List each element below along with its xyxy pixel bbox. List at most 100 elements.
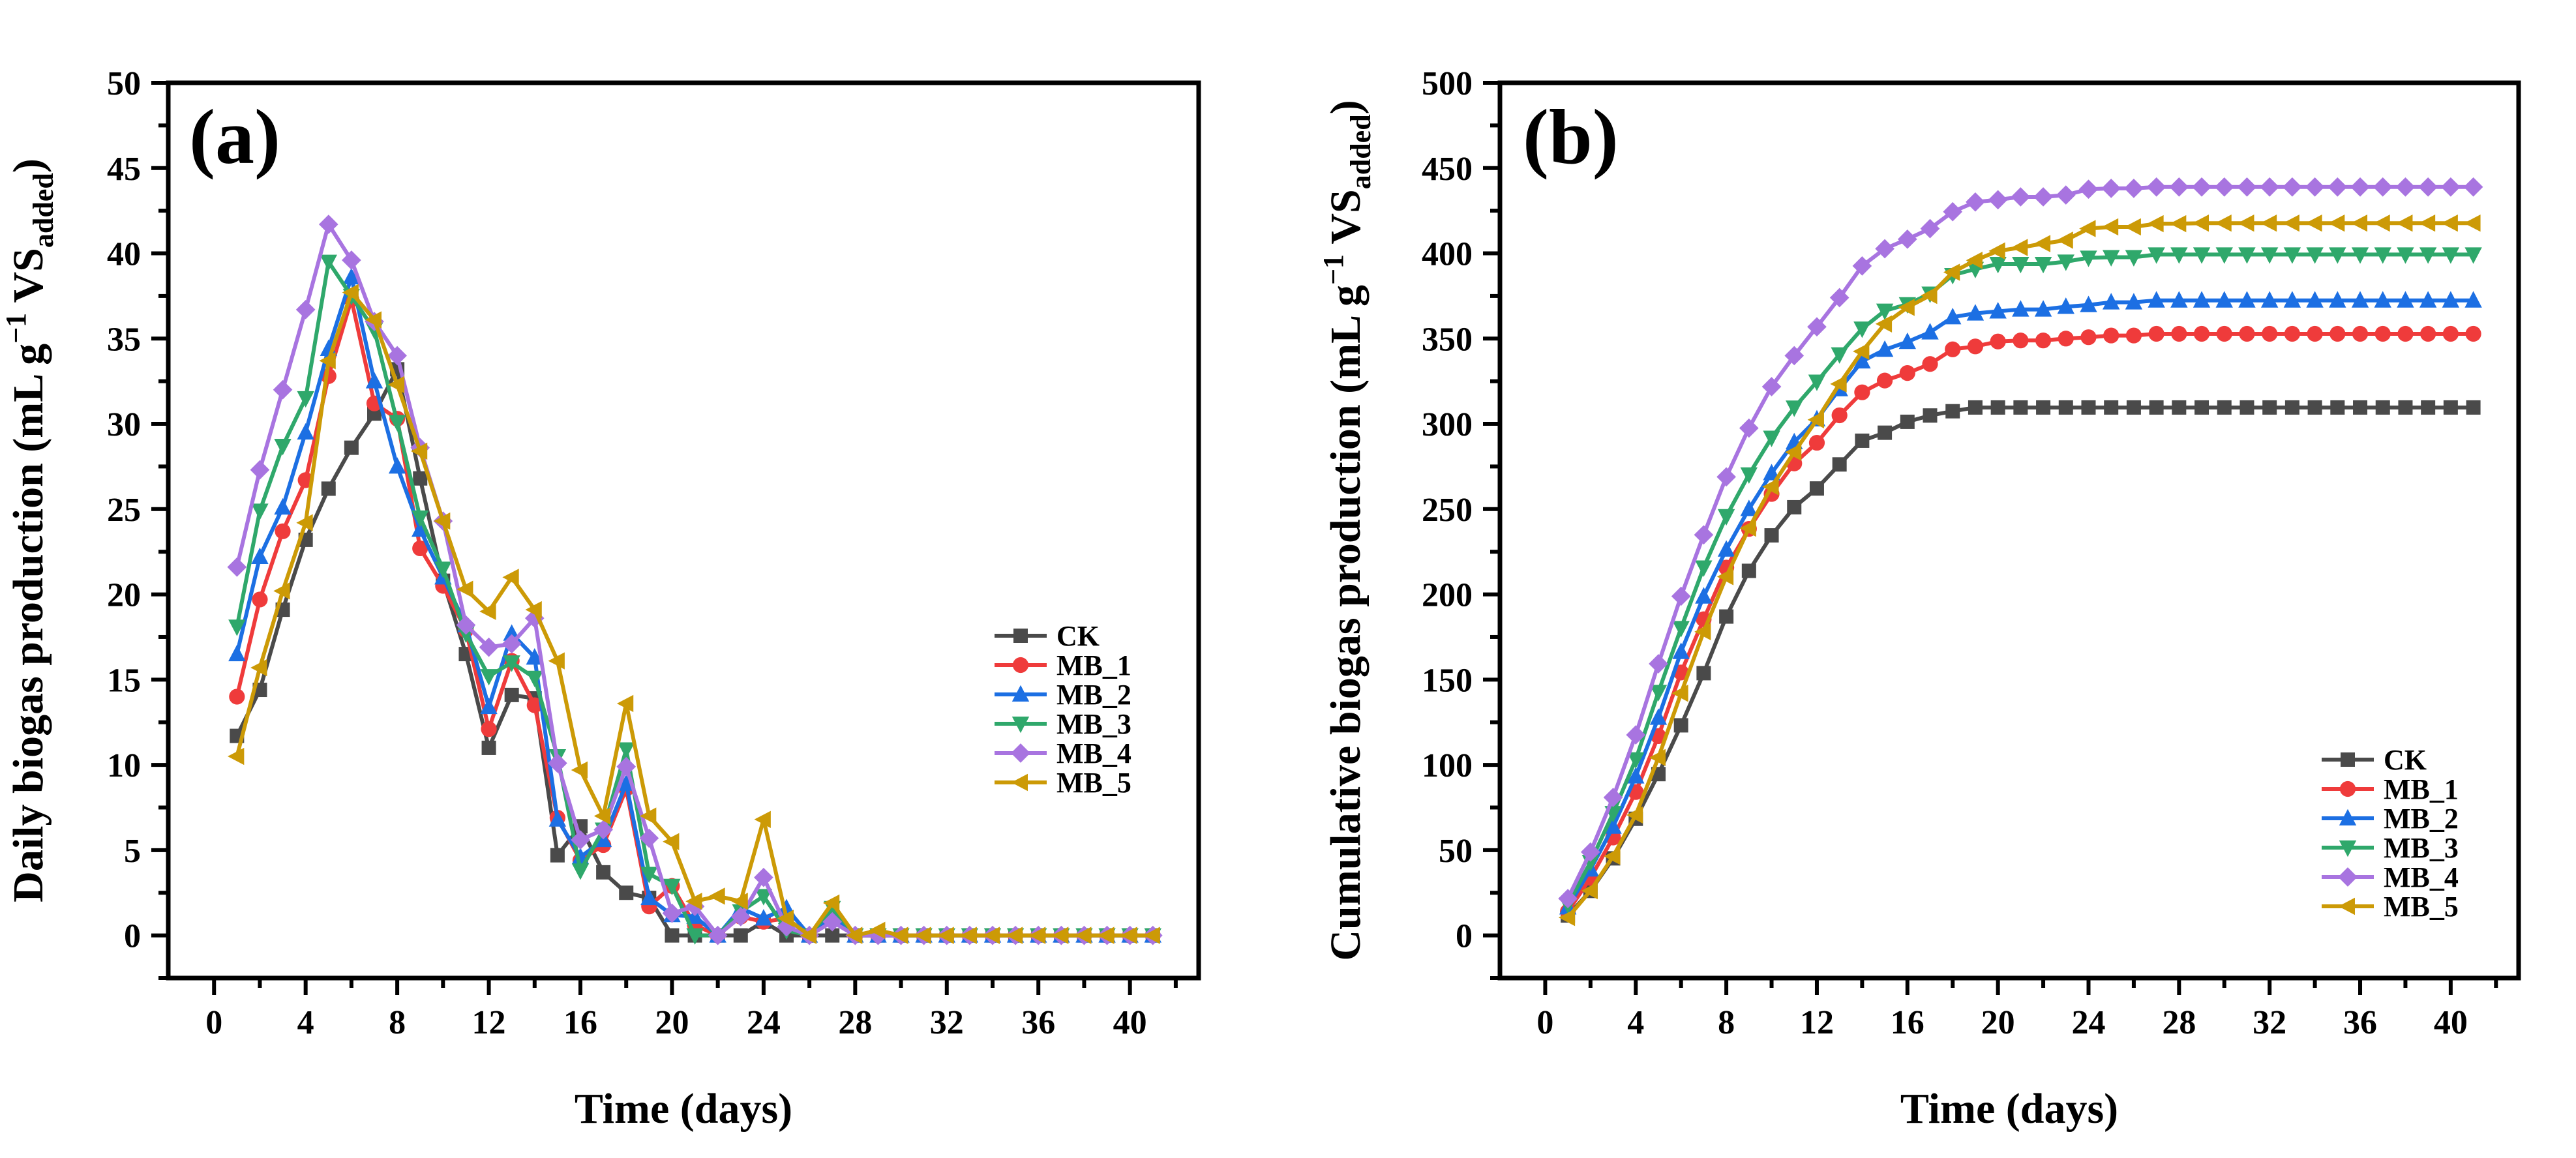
plot-frame	[166, 80, 1201, 981]
data-point	[616, 694, 634, 713]
data-point	[2464, 291, 2482, 308]
data-point	[2239, 400, 2254, 415]
y-label-part-mid: VS	[1322, 189, 1370, 254]
data-point	[388, 457, 406, 474]
legend-marker	[2339, 840, 2357, 857]
data-point	[1966, 252, 1983, 269]
data-point	[1649, 685, 1668, 702]
data-point	[662, 903, 682, 923]
data-point	[1695, 560, 1713, 577]
data-point	[2193, 291, 2211, 308]
data-point	[730, 907, 751, 927]
data-point	[1673, 718, 1688, 733]
data-point	[2443, 400, 2458, 415]
data-point	[1808, 374, 1826, 391]
data-point	[983, 927, 1000, 944]
data-point	[2283, 291, 2301, 308]
data-point	[1989, 302, 2007, 319]
data-point	[2080, 329, 2097, 346]
data-point	[2419, 247, 2437, 264]
data-point	[251, 503, 269, 520]
x-tick-label: 24	[747, 1004, 781, 1041]
data-point	[663, 833, 680, 850]
data-point	[1897, 229, 1917, 249]
data-point	[320, 254, 337, 271]
y-tick-label: 5	[124, 833, 141, 870]
data-point	[1763, 430, 1780, 447]
data-point	[755, 909, 773, 926]
x-tick-label: 28	[838, 1004, 872, 1041]
x-tick-label: 0	[1536, 1004, 1553, 1041]
data-point	[1761, 377, 1782, 396]
series-mb-1	[1560, 325, 2481, 920]
data-point	[1966, 304, 1984, 321]
data-point	[1899, 365, 1915, 381]
data-point	[1807, 411, 1824, 428]
data-point	[2125, 250, 2143, 267]
data-point	[825, 928, 840, 943]
data-point	[1580, 842, 1600, 862]
legend-item: MB_5	[995, 767, 1131, 799]
x-tick-label: 28	[2162, 1004, 2196, 1041]
data-point	[412, 520, 429, 537]
data-point	[2418, 215, 2436, 232]
legend-marker	[2338, 897, 2355, 915]
data-point	[2351, 291, 2369, 308]
data-point	[524, 608, 545, 629]
legend-marker	[2341, 752, 2355, 767]
data-point	[387, 346, 407, 366]
data-point	[548, 753, 567, 773]
plot-frame	[1497, 80, 2521, 981]
data-point	[2056, 231, 2073, 249]
data-point	[2442, 325, 2459, 342]
data-point	[480, 697, 498, 715]
data-point	[914, 927, 931, 944]
legend-item: CK	[2322, 744, 2427, 776]
data-point	[434, 561, 452, 578]
y-label-part-main: Daily biogas production (mL g	[5, 344, 52, 902]
x-tick-label: 24	[2071, 1004, 2105, 1041]
data-point	[1581, 882, 1598, 900]
series-line	[235, 290, 1153, 938]
x-tick-label: 40	[1113, 1004, 1147, 1041]
data-point	[2124, 179, 2144, 198]
data-point	[2464, 247, 2482, 264]
data-point	[596, 865, 611, 880]
data-point	[2352, 325, 2369, 342]
data-point	[2012, 300, 2029, 317]
data-point	[274, 497, 292, 515]
data-point	[526, 697, 543, 713]
data-point	[2306, 247, 2324, 264]
data-point	[2350, 215, 2368, 232]
data-point	[1943, 263, 1960, 281]
data-point	[1876, 303, 1894, 320]
data-point	[1028, 927, 1046, 944]
data-point	[571, 830, 590, 850]
data-point	[342, 284, 359, 301]
data-point	[1717, 509, 1735, 526]
data-point	[2418, 177, 2438, 197]
data-point	[2375, 400, 2390, 415]
data-point	[342, 267, 361, 285]
legend-label: MB_2	[1056, 679, 1131, 711]
data-point	[387, 376, 405, 394]
data-point	[1672, 642, 1690, 659]
data-point	[1649, 654, 1668, 674]
data-point	[2126, 400, 2141, 415]
data-point	[229, 689, 245, 705]
data-point	[1626, 806, 1643, 824]
y-tick-label: 50	[107, 65, 141, 102]
data-point	[2284, 325, 2300, 342]
data-point	[2103, 293, 2120, 310]
y-label-part-end: )	[1322, 100, 1370, 114]
y-tick-label: 20	[107, 577, 141, 614]
y-axis-label: Cumulative biogas production (mL g−1 VSa…	[1317, 100, 1377, 960]
data-point	[708, 925, 728, 945]
legend-item: MB_4	[995, 737, 1131, 769]
series-mb-5	[1558, 215, 2481, 927]
data-point	[1604, 848, 1621, 865]
data-point	[2058, 400, 2073, 415]
data-point	[754, 810, 771, 828]
data-point	[2305, 215, 2322, 232]
